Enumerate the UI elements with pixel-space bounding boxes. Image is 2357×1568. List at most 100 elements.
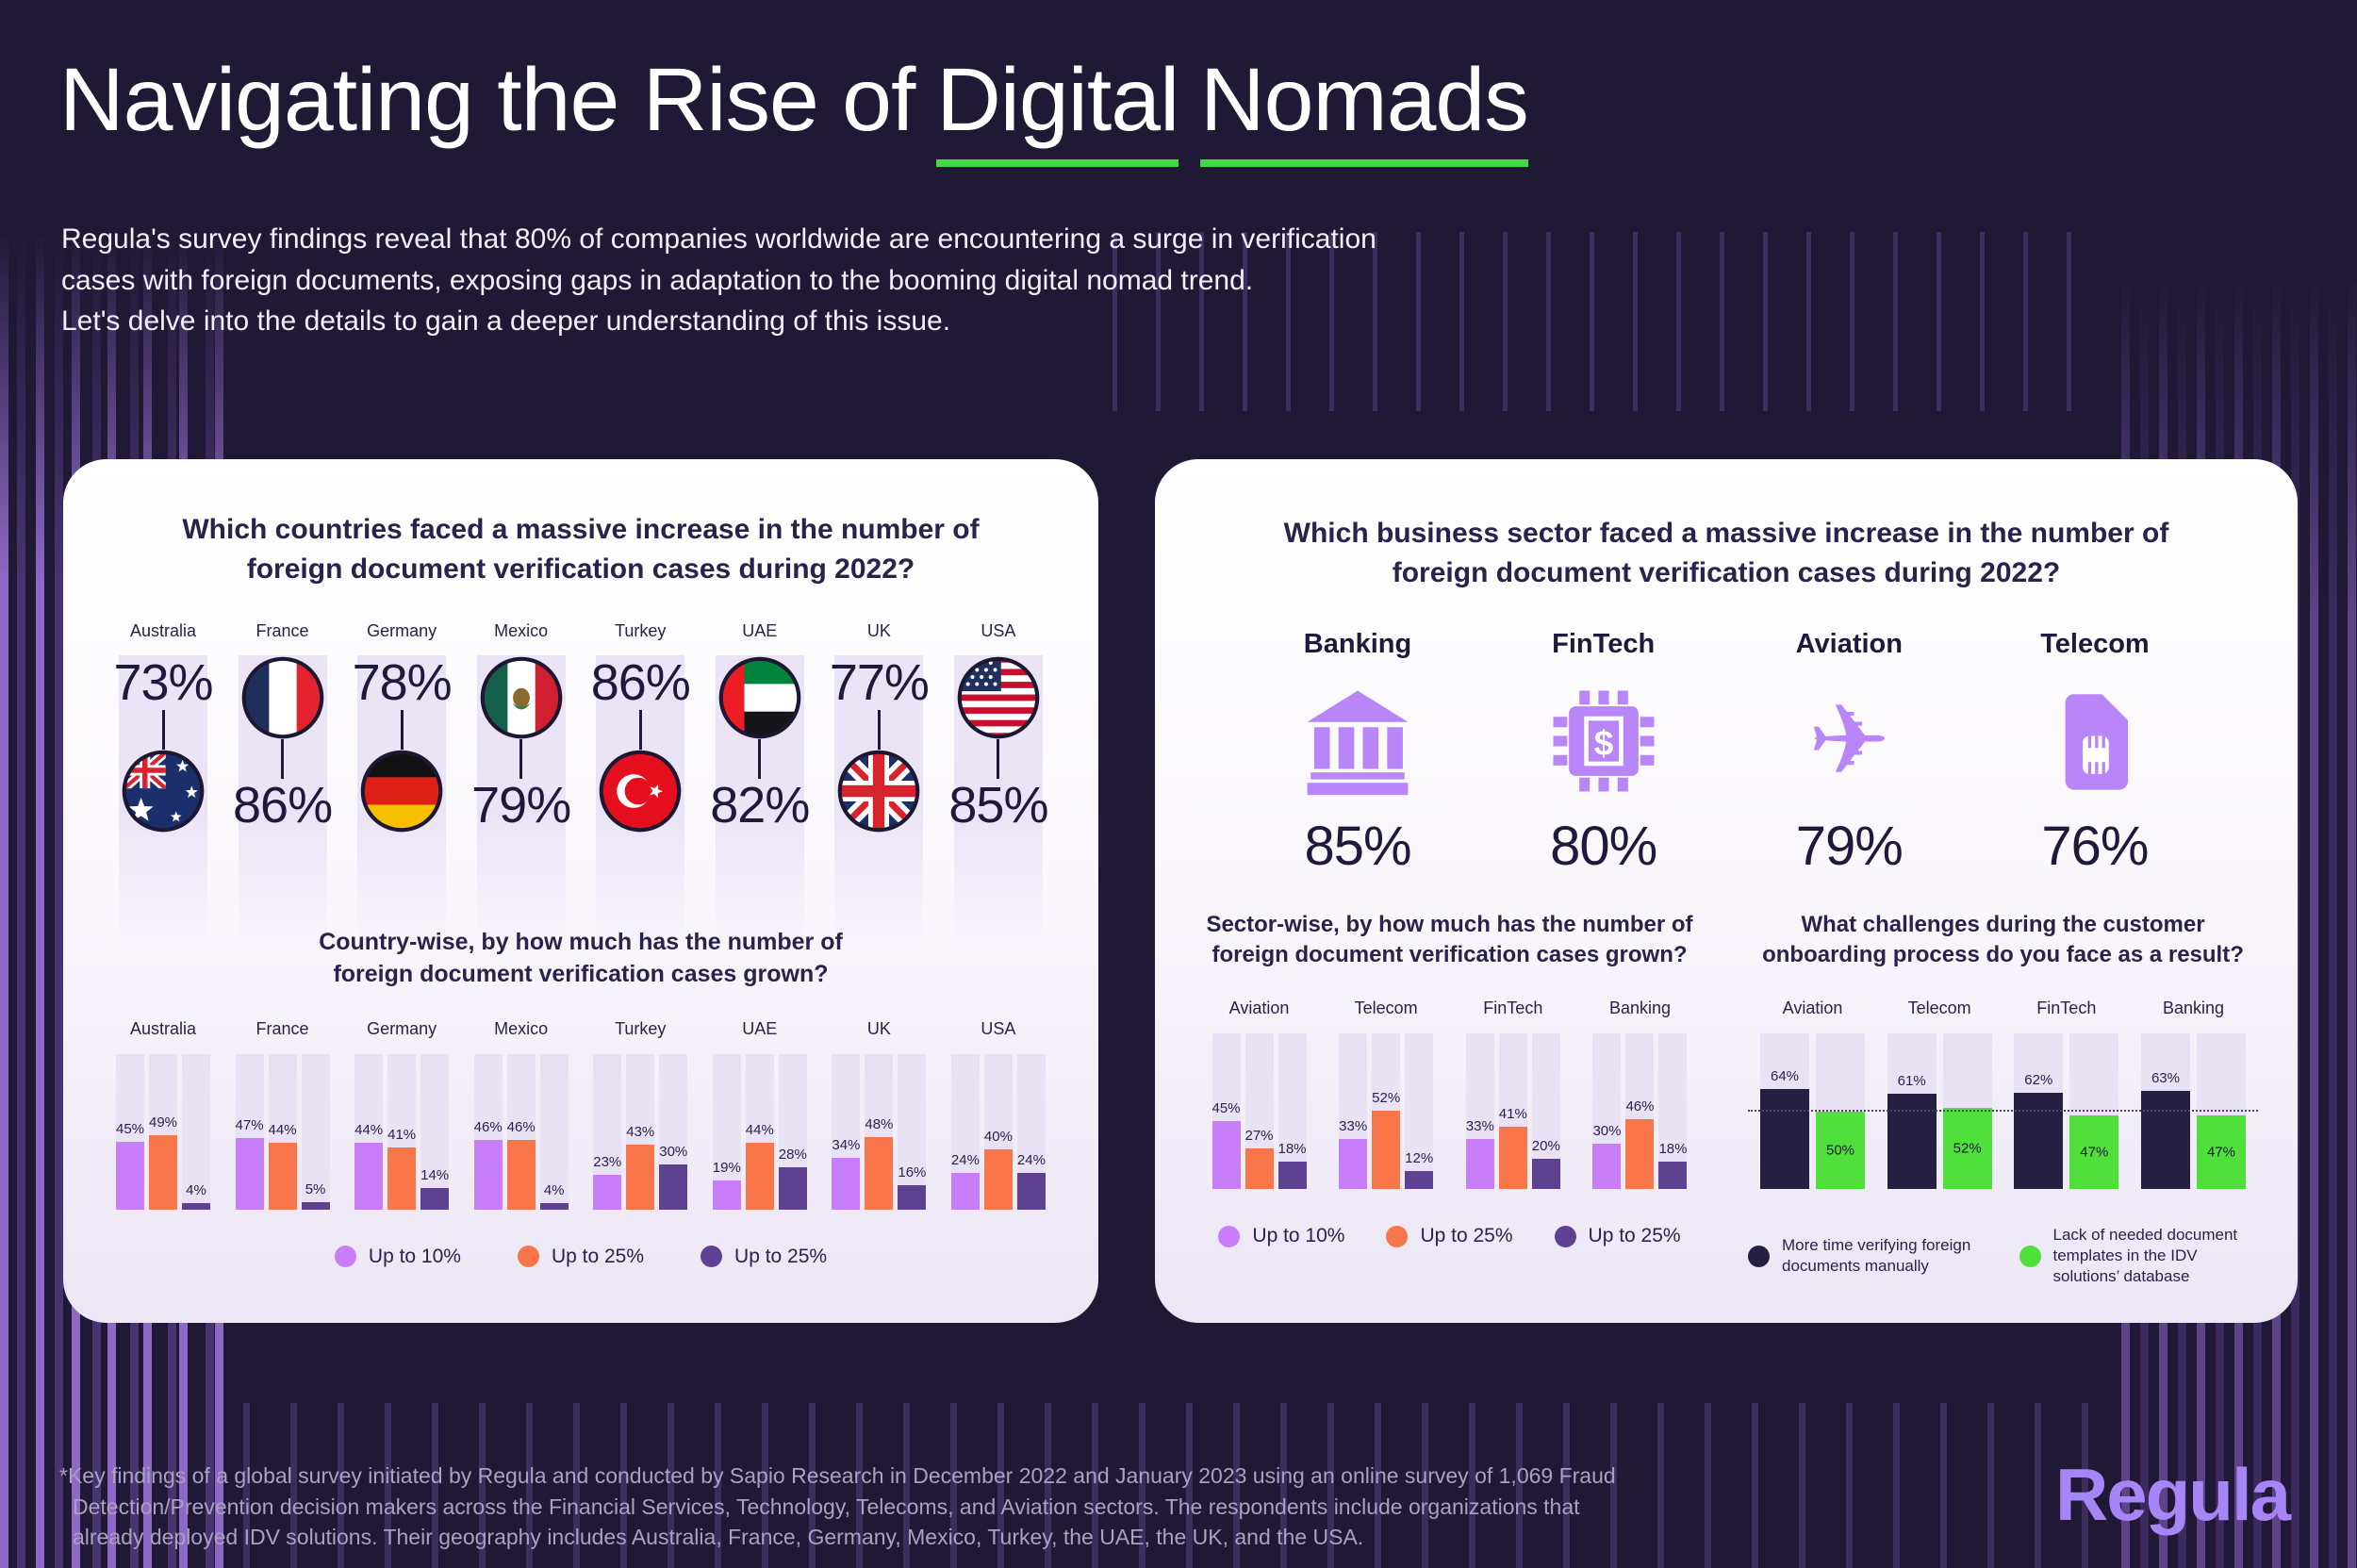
- legend-item-up-to-10: Up to 10%: [1218, 1225, 1344, 1247]
- country-growth-question: Country-wise, by how much has the number…: [319, 929, 843, 987]
- bar-track: 44%: [746, 1053, 774, 1210]
- bar-value: 28%: [778, 1146, 807, 1163]
- mexico-flag-icon: [480, 656, 563, 739]
- bar-up-to-25b: 18%: [1277, 1141, 1307, 1189]
- country-value: 82%: [710, 777, 810, 834]
- bar-manual-verification: 63%: [2140, 1070, 2190, 1189]
- group-label: FinTech: [1483, 999, 1543, 1017]
- bar-value: 4%: [543, 1182, 565, 1199]
- group-label: USA: [981, 1018, 1016, 1038]
- country-value: 86%: [590, 654, 691, 711]
- chart-group-france: France 47% 44% 5%: [226, 1019, 339, 1210]
- bar-track: 43%: [626, 1053, 654, 1210]
- legend-dot: [517, 1246, 539, 1267]
- country-column-uk: UK 77%: [822, 621, 935, 948]
- bar-up-to-25b: 12%: [1405, 1150, 1433, 1189]
- country-column-france: France 86%: [226, 621, 339, 948]
- legend-label: Up to 10%: [1252, 1225, 1345, 1246]
- chart-group-mexico: Mexico 46% 46% 4%: [465, 1019, 578, 1210]
- bar-value: 64%: [1770, 1068, 1800, 1085]
- legend-dot: [2019, 1245, 2041, 1267]
- bar-value: 62%: [2024, 1071, 2053, 1088]
- title-prefix: Navigating the Rise of: [59, 50, 915, 150]
- bar-track: 46%: [474, 1053, 503, 1210]
- group-label: Germany: [367, 1018, 437, 1038]
- legend-dot: [701, 1246, 723, 1267]
- legend-label: Up to 10%: [368, 1245, 461, 1267]
- country-label: Germany: [367, 621, 437, 640]
- regula-logo: Regula: [2054, 1453, 2291, 1536]
- legend-dot: [1554, 1225, 1576, 1247]
- sim-card-icon: [2039, 681, 2151, 801]
- challenges-section: What challenges during the customer onbo…: [1748, 910, 2258, 1287]
- usa-flag-icon: [957, 656, 1040, 739]
- footnote-line: already deployed IDV solutions. Their ge…: [73, 1525, 1364, 1550]
- bar-value: 12%: [1405, 1149, 1434, 1166]
- legend-label: Up to 25%: [734, 1245, 828, 1267]
- subtitle-line: Regula's survey findings reveal that 80%…: [61, 223, 1376, 255]
- bar-missing-templates: 47%: [2196, 1115, 2246, 1189]
- bar-value: 47%: [2080, 1144, 2109, 1161]
- bar-track: 44%: [354, 1053, 383, 1210]
- bar-value: 49%: [148, 1114, 178, 1131]
- fintech-chip-icon: $: [1548, 681, 1659, 801]
- bar-track: 27%: [1244, 1033, 1274, 1189]
- bar-track: 5%: [301, 1053, 330, 1210]
- group-label: Turkey: [615, 1018, 667, 1038]
- legend-item-missing-templates: Lack of needed document templates in the…: [2019, 1225, 2259, 1287]
- sector-label: FinTech: [1552, 629, 1656, 659]
- country-value: 86%: [233, 777, 333, 834]
- chart-group-germany: Germany 44% 41% 14%: [345, 1019, 458, 1210]
- legend-label: More time verifying foreign documents ma…: [1782, 1236, 1971, 1276]
- sector-label: Telecom: [2040, 629, 2150, 659]
- legend-dot: [1218, 1225, 1241, 1247]
- bar-track: 12%: [1405, 1033, 1433, 1189]
- bar-up-to-25b: 16%: [898, 1164, 926, 1210]
- country-column-germany: Germany 78%: [345, 621, 458, 948]
- bar-value: 52%: [1372, 1089, 1401, 1106]
- bar-value: 19%: [712, 1160, 741, 1177]
- bar-up-to-10: 44%: [354, 1122, 383, 1210]
- survey-footnote: *Key findings of a global survey initiat…: [59, 1461, 1616, 1553]
- legend-label: Up to 25%: [551, 1245, 645, 1267]
- bar-track: 18%: [1658, 1033, 1687, 1189]
- sectors-card-title: Which business sector faced a massive in…: [1283, 518, 2169, 588]
- chart-group-fintech: FinTech 33% 41% 20%: [1454, 999, 1572, 1189]
- bar-up-to-10: 33%: [1466, 1118, 1494, 1189]
- chart-group-fintech: FinTech 62% 47%: [2007, 999, 2125, 1189]
- bar-track: 44%: [268, 1053, 297, 1210]
- bar-value: 44%: [268, 1122, 297, 1139]
- plane-icon: ✈: [1807, 686, 1890, 796]
- country-column-uae: UAE 82%: [703, 621, 816, 948]
- legend-item-manual-verification: More time verifying foreign documents ma…: [1748, 1235, 1987, 1277]
- country-label: Australia: [129, 621, 197, 640]
- sectors-card: Which business sector faced a massive in…: [1155, 459, 2298, 1323]
- country-column-turkey: Turkey 86%: [584, 621, 697, 948]
- chart-group-banking: Banking 63% 47%: [2134, 999, 2252, 1189]
- bar-value: 16%: [898, 1164, 927, 1180]
- bar-value: 18%: [1277, 1141, 1307, 1158]
- chart-group-telecom: Telecom 61% 52%: [1881, 999, 1999, 1189]
- bar-track: 48%: [865, 1053, 893, 1210]
- bar-value: 47%: [235, 1117, 264, 1134]
- bar-track: 18%: [1277, 1033, 1307, 1189]
- bar-up-to-25b: 30%: [659, 1144, 687, 1210]
- bar-track: 16%: [898, 1053, 926, 1210]
- bar-up-to-10: 24%: [951, 1152, 980, 1210]
- bar-value: 18%: [1658, 1141, 1688, 1158]
- bar-track: 45%: [115, 1053, 145, 1210]
- bar-value: 45%: [115, 1120, 145, 1137]
- group-label: Telecom: [1907, 999, 1971, 1017]
- bar-track: 41%: [1499, 1033, 1527, 1189]
- chart-group-usa: USA 24% 40% 24%: [942, 1019, 1055, 1210]
- challenges-legend: More time verifying foreign documents ma…: [1748, 1225, 2258, 1287]
- country-column-usa: USA 85%: [942, 621, 1055, 948]
- bar-value: 63%: [2151, 1070, 2180, 1087]
- country-value: 85%: [948, 777, 1048, 834]
- countries-row: Australia 73%: [63, 621, 1098, 948]
- country-value: 77%: [829, 654, 930, 711]
- bar-track: 23%: [593, 1053, 621, 1210]
- sector-label: Banking: [1303, 629, 1412, 659]
- bar-up-to-25: 41%: [1499, 1106, 1527, 1189]
- country-label: France: [255, 621, 309, 640]
